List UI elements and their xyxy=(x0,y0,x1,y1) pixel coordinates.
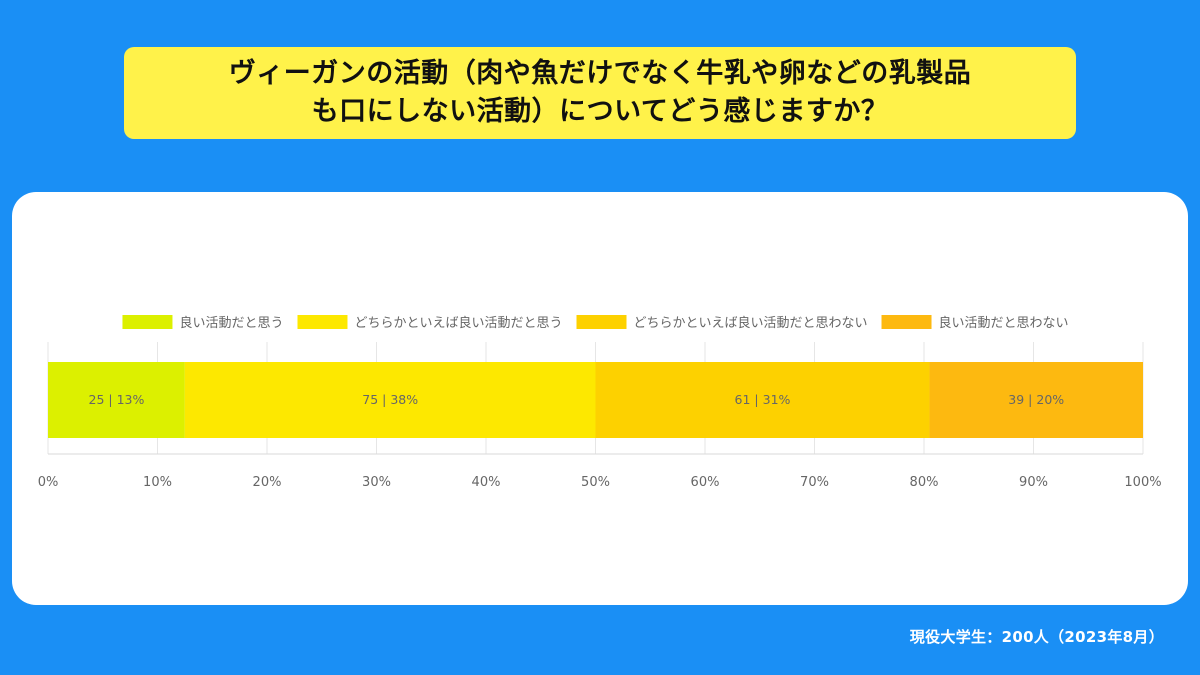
chart-bars: 25 | 13% 75 | 38% 61 | 31% 39 | 20% xyxy=(48,362,1143,438)
bar-data-label-2: 75 | 38% xyxy=(362,392,418,407)
chart-panel: 良い活動だと思う どちらかといえば良い活動だと思う どちらかといえば良い活動だと思わ… xyxy=(12,192,1188,605)
bar-data-label-4: 39 | 20% xyxy=(1008,392,1064,407)
legend-item-4[interactable]: 良い活動だと思わない xyxy=(881,315,1069,331)
legend-label: 良い活動だと思う xyxy=(179,315,283,331)
stacked-bar-chart: 良い活動だと思う どちらかといえば良い活動だと思う どちらかといえば良い活動だと思わ… xyxy=(38,315,1162,490)
bar-segment-2 xyxy=(184,362,596,438)
x-tick-label: 0% xyxy=(38,475,59,490)
sample-note: 現役大学生：200人（2023年8月） xyxy=(909,628,1164,646)
legend-item-2[interactable]: どちらかといえば良い活動だと思う xyxy=(297,315,563,331)
x-tick-label: 20% xyxy=(253,475,282,490)
legend-item-3[interactable]: どちらかといえば良い活動だと思わない xyxy=(576,315,868,331)
bar-data-label-3: 61 | 31% xyxy=(735,392,791,407)
x-tick-label: 60% xyxy=(691,475,720,490)
question-title-line-1: ヴィーガンの活動（肉や魚だけでなく牛乳や卵などの乳製品 xyxy=(228,58,972,89)
x-tick-label: 100% xyxy=(1124,475,1161,490)
chart-legend: 良い活動だと思う どちらかといえば良い活動だと思う どちらかといえば良い活動だと思わ… xyxy=(122,315,1069,331)
legend-swatch xyxy=(122,315,173,329)
bar-segment-4 xyxy=(929,362,1143,438)
legend-swatch xyxy=(576,315,627,329)
bar-data-label-1: 25 | 13% xyxy=(89,392,145,407)
legend-label: どちらかといえば良い活動だと思う xyxy=(354,315,562,331)
x-tick-label: 70% xyxy=(800,475,829,490)
bar-segment-1 xyxy=(48,362,185,438)
legend-label: 良い活動だと思わない xyxy=(939,315,1069,331)
x-axis-ticks: 0% 10% 20% 30% 40% 50% 60% 70% 80% 90% 100% xyxy=(38,475,1162,490)
legend-label: どちらかといえば良い活動だと思わない xyxy=(634,315,868,331)
x-tick-label: 90% xyxy=(1019,475,1048,490)
question-title: ヴィーガンの活動（肉や魚だけでなく牛乳や卵などの乳製品 も口にしない活動）につい… xyxy=(124,47,1076,139)
x-tick-label: 80% xyxy=(910,475,939,490)
question-title-line-2: も口にしない活動）についてどう感じますか？ xyxy=(311,96,889,127)
x-tick-label: 10% xyxy=(143,475,172,490)
legend-swatch xyxy=(297,315,348,329)
x-tick-label: 50% xyxy=(581,475,610,490)
legend-item-1[interactable]: 良い活動だと思う xyxy=(122,315,283,331)
x-tick-label: 30% xyxy=(362,475,391,490)
x-tick-label: 40% xyxy=(472,475,501,490)
legend-swatch xyxy=(881,315,932,329)
bar-segment-3 xyxy=(595,362,930,438)
